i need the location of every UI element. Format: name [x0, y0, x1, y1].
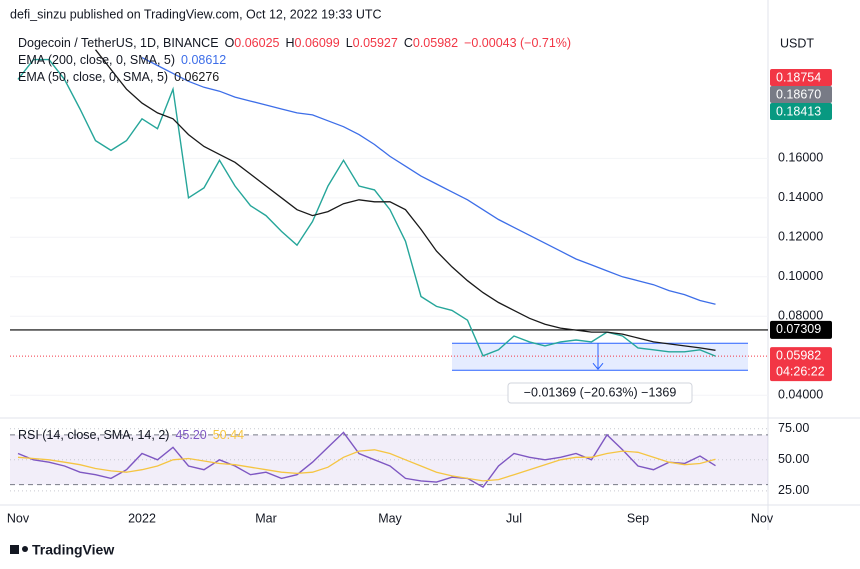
measure-arrowhead	[592, 362, 604, 371]
y-tick-label: 0.14000	[778, 190, 823, 204]
series-line	[17, 58, 716, 357]
logo-mark	[10, 545, 19, 554]
legend-value: 0.06099	[295, 36, 340, 50]
legend-row: Dogecoin / TetherUS, 1D, BINANCE O0.06025…	[18, 36, 571, 50]
legend-key: C	[404, 36, 413, 50]
logo	[10, 545, 28, 554]
y-tick-label: 0.08000	[778, 309, 823, 323]
y-tick-label: 0.12000	[778, 230, 823, 244]
legend-name: EMA (50, close, 0, SMA, 5)	[18, 70, 168, 84]
y-tick-label: 25.00	[778, 483, 809, 497]
legend-change: −0.00043 (−0.71%)	[464, 36, 571, 50]
x-tick-label: 2022	[128, 511, 156, 525]
last-price-tag	[770, 347, 832, 382]
measure-label-box	[507, 382, 693, 404]
measure-label: −0.01369 (−20.63%) −1369	[524, 385, 677, 399]
y-tick-label: 75.00	[778, 421, 809, 435]
series-line	[17, 431, 716, 489]
x-tick-label: Jul	[506, 511, 522, 525]
y-tick-label: 0.16000	[778, 151, 823, 165]
series-line	[17, 449, 716, 482]
price-tag-label: 0.18670	[776, 87, 821, 101]
level-tag-label: 0.07309	[776, 322, 821, 336]
price-tag	[770, 69, 832, 86]
logo-mark	[22, 546, 28, 552]
series-line	[141, 57, 716, 305]
rsi-title: RSI (14, close, SMA, 14, 2)	[18, 428, 169, 442]
legend-value: 0.05927	[353, 36, 398, 50]
series-line	[94, 49, 716, 351]
x-tick-label: Nov	[7, 511, 30, 525]
legend-key: O	[225, 36, 235, 50]
legend-value: 0.06025	[234, 36, 279, 50]
legend-value: 0.08612	[181, 53, 226, 67]
legend-name: EMA (200, close, 0, SMA, 5)	[18, 53, 175, 67]
y-tick-label: 0.10000	[778, 269, 823, 283]
x-tick-label: Mar	[255, 511, 277, 525]
axis-unit: USDT	[780, 36, 814, 50]
last-price-label: 0.05982	[776, 348, 821, 362]
x-tick-label: Nov	[751, 511, 774, 525]
price-tag-label: 0.18754	[776, 70, 821, 84]
y-tick-label: 0.04000	[778, 388, 823, 402]
y-tick-label: 50.00	[778, 452, 809, 466]
legend-key: H	[285, 36, 294, 50]
countdown-label: 04:26:22	[776, 364, 825, 378]
legend-symbol: Dogecoin / TetherUS, 1D, BINANCE	[18, 36, 219, 50]
x-tick-label: May	[378, 511, 402, 525]
rsi-legend-value: 45.20	[175, 428, 206, 442]
price-tag	[770, 86, 832, 103]
legend-value: 0.06276	[174, 70, 219, 84]
legend-key: L	[346, 36, 353, 50]
rsi-legend-value: 50.44	[213, 428, 244, 442]
footer-brand: TradingView	[32, 542, 114, 558]
legend-value: 0.05982	[413, 36, 458, 50]
rsi-legend: RSI (14, close, SMA, 14, 2) 45.20 50.44	[18, 428, 244, 442]
price-tag-label: 0.18413	[776, 104, 821, 118]
legend-row: EMA (200, close, 0, SMA, 5) 0.08612	[18, 53, 226, 67]
legend-row: EMA (50, close, 0, SMA, 5) 0.06276	[18, 70, 219, 84]
publish-header: defi_sinzu published on TradingView.com,…	[10, 7, 382, 21]
level-tag	[770, 320, 832, 339]
price-tag	[770, 103, 832, 120]
x-tick-label: Sep	[627, 511, 649, 525]
